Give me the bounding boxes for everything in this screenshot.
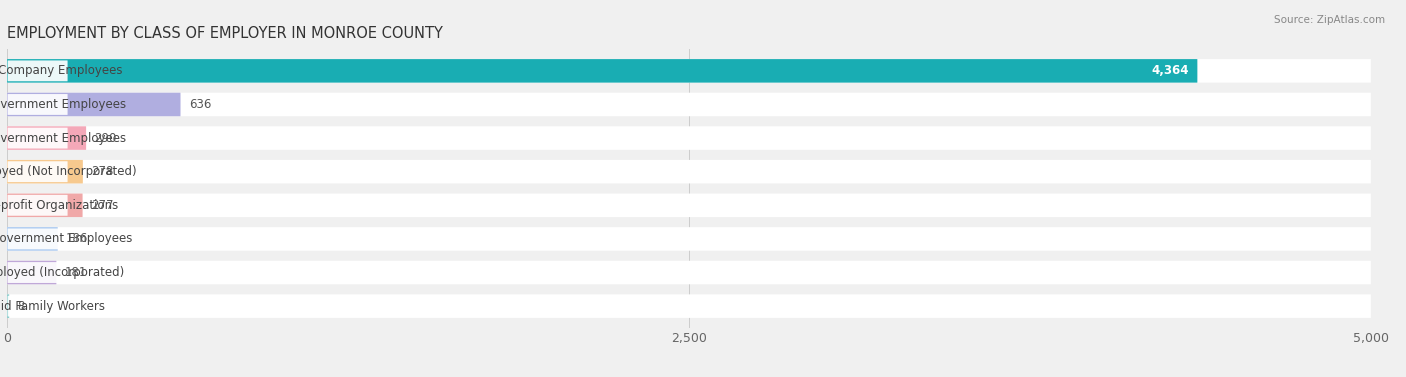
Text: EMPLOYMENT BY CLASS OF EMPLOYER IN MONROE COUNTY: EMPLOYMENT BY CLASS OF EMPLOYER IN MONRO… (7, 26, 443, 41)
FancyBboxPatch shape (7, 193, 1371, 217)
Text: Private Company Employees: Private Company Employees (0, 64, 122, 77)
Text: 290: 290 (94, 132, 117, 145)
FancyBboxPatch shape (7, 94, 67, 115)
Text: State Government Employees: State Government Employees (0, 132, 127, 145)
FancyBboxPatch shape (7, 296, 67, 317)
Text: Unpaid Family Workers: Unpaid Family Workers (0, 300, 105, 313)
FancyBboxPatch shape (7, 93, 180, 116)
FancyBboxPatch shape (7, 126, 1371, 150)
Text: Self-Employed (Incorporated): Self-Employed (Incorporated) (0, 266, 124, 279)
Text: Self-Employed (Not Incorporated): Self-Employed (Not Incorporated) (0, 165, 136, 178)
FancyBboxPatch shape (7, 59, 1198, 83)
FancyBboxPatch shape (7, 193, 83, 217)
Text: Federal Government Employees: Federal Government Employees (0, 232, 132, 245)
FancyBboxPatch shape (7, 227, 58, 251)
FancyBboxPatch shape (7, 294, 10, 318)
FancyBboxPatch shape (7, 261, 56, 284)
Text: 278: 278 (91, 165, 114, 178)
FancyBboxPatch shape (7, 160, 1371, 184)
Text: 4,364: 4,364 (1152, 64, 1189, 77)
Text: Local Government Employees: Local Government Employees (0, 98, 125, 111)
FancyBboxPatch shape (7, 60, 67, 81)
FancyBboxPatch shape (7, 160, 83, 184)
Text: 277: 277 (91, 199, 114, 212)
FancyBboxPatch shape (7, 195, 67, 216)
FancyBboxPatch shape (7, 227, 1371, 251)
FancyBboxPatch shape (7, 261, 1371, 284)
FancyBboxPatch shape (7, 59, 1371, 83)
FancyBboxPatch shape (7, 228, 67, 249)
FancyBboxPatch shape (7, 294, 1371, 318)
FancyBboxPatch shape (7, 93, 1371, 116)
Text: 636: 636 (188, 98, 211, 111)
Text: Not-for-profit Organizations: Not-for-profit Organizations (0, 199, 118, 212)
FancyBboxPatch shape (7, 161, 67, 182)
Text: Source: ZipAtlas.com: Source: ZipAtlas.com (1274, 15, 1385, 25)
Text: 186: 186 (66, 232, 89, 245)
FancyBboxPatch shape (7, 126, 86, 150)
Text: 181: 181 (65, 266, 87, 279)
Text: 8: 8 (17, 300, 25, 313)
FancyBboxPatch shape (7, 262, 67, 283)
FancyBboxPatch shape (7, 128, 67, 149)
